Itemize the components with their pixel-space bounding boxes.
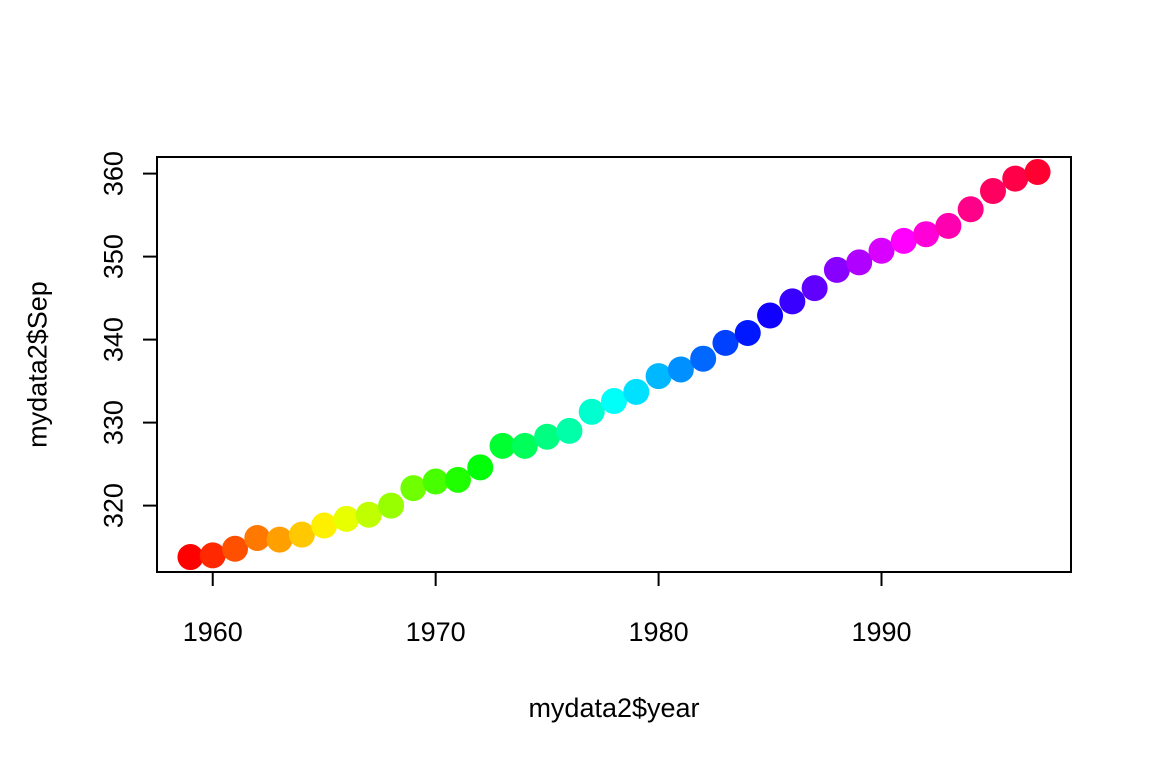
data-point <box>311 512 338 539</box>
data-point <box>846 249 873 276</box>
data-point <box>757 302 784 329</box>
data-point <box>667 356 694 383</box>
data-point <box>734 319 761 346</box>
y-axis-title: mydata2$Sep <box>22 281 52 448</box>
data-point <box>957 196 984 223</box>
data-point <box>288 521 315 548</box>
data-point <box>511 432 538 459</box>
data-point <box>400 475 427 502</box>
data-point <box>801 275 828 302</box>
data-point <box>712 329 739 356</box>
data-point <box>779 288 806 315</box>
data-point <box>601 388 627 415</box>
x-axis-title: mydata2$year <box>528 693 699 723</box>
data-point <box>177 544 204 571</box>
data-point <box>378 492 405 519</box>
data-point <box>913 221 940 248</box>
x-tick-label: 1970 <box>406 617 466 647</box>
data-point <box>645 363 672 390</box>
data-point <box>1002 165 1029 192</box>
data-point <box>1024 158 1051 185</box>
y-tick-label: 320 <box>98 483 128 528</box>
y-tick-label: 350 <box>98 234 128 279</box>
y-tick-label: 340 <box>98 317 128 362</box>
data-point <box>489 432 516 459</box>
x-tick-label: 1990 <box>851 617 911 647</box>
data-point <box>623 378 650 405</box>
data-point <box>690 345 717 372</box>
y-tick-label: 360 <box>98 151 128 196</box>
data-point <box>935 212 962 239</box>
data-point <box>422 468 449 495</box>
data-points <box>177 158 1051 571</box>
data-point <box>868 237 895 264</box>
data-point <box>890 227 917 254</box>
x-tick-label: 1980 <box>629 617 689 647</box>
data-point <box>333 505 360 532</box>
data-point <box>979 178 1006 205</box>
data-point <box>534 423 561 450</box>
data-point <box>444 466 471 493</box>
data-point <box>467 454 494 481</box>
data-point <box>244 524 271 551</box>
data-point <box>823 256 850 283</box>
data-point <box>266 526 293 553</box>
data-point <box>222 535 249 562</box>
plot-frame <box>156 156 1072 573</box>
data-point <box>556 417 583 444</box>
x-tick-label: 1960 <box>183 617 243 647</box>
data-point <box>578 398 605 425</box>
data-point <box>355 501 382 528</box>
data-point <box>199 542 226 569</box>
y-tick-label: 330 <box>98 400 128 445</box>
